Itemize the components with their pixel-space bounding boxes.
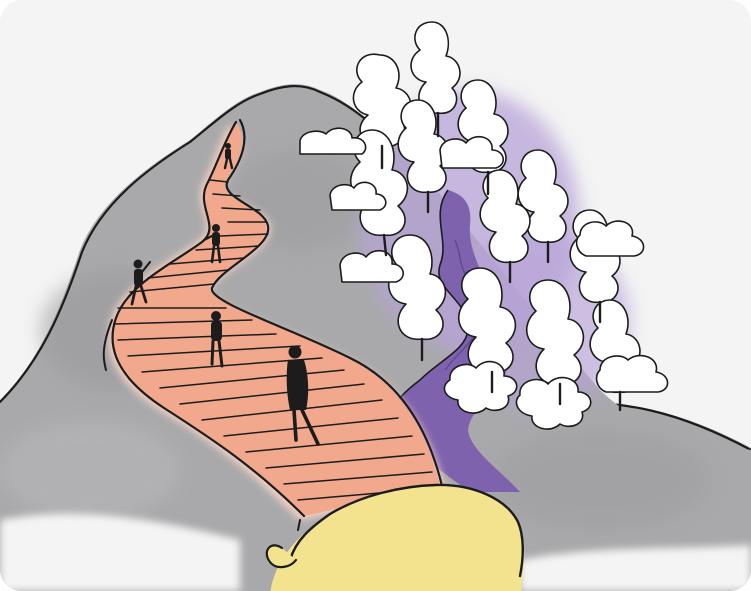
hiker: [210, 311, 224, 368]
bush: [443, 360, 518, 414]
hiker: [130, 259, 152, 306]
foreground-blob-curl: [265, 544, 298, 569]
ground-mist: [0, 513, 240, 591]
river: [391, 190, 520, 492]
tree-trunks: [380, 111, 622, 412]
foreground-blob-outline: [288, 483, 524, 578]
mountain-outline: [0, 84, 374, 404]
hiker: [202, 224, 222, 264]
hiker: [223, 143, 234, 170]
boardwalk-edge-left: [111, 120, 306, 518]
bush: [515, 376, 592, 430]
bush: [595, 354, 669, 393]
bush: [575, 220, 645, 257]
bush: [439, 135, 504, 169]
bush: [329, 181, 387, 211]
foreground-blob: [270, 485, 525, 591]
ground-mist: [520, 545, 751, 591]
hill-texture: [490, 430, 710, 530]
boardwalk: [112, 122, 440, 516]
hiker: [286, 345, 320, 446]
boardwalk-edge-left-side: [102, 319, 301, 531]
boardwalk-edge-right: [210, 118, 444, 488]
hikers: [130, 143, 320, 446]
bush: [299, 127, 367, 155]
forest: [299, 21, 669, 430]
hill-texture: [0, 420, 180, 520]
